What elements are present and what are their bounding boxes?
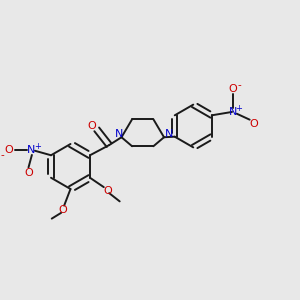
Text: -: - xyxy=(238,80,242,90)
Text: O: O xyxy=(24,168,33,178)
Text: +: + xyxy=(34,142,41,151)
Text: O: O xyxy=(103,186,112,196)
Text: O: O xyxy=(87,121,96,131)
Text: O: O xyxy=(58,206,67,215)
Text: O: O xyxy=(229,84,238,94)
Text: N: N xyxy=(115,129,123,139)
Text: N: N xyxy=(228,107,237,117)
Text: N: N xyxy=(165,129,173,139)
Text: -: - xyxy=(1,150,4,160)
Text: +: + xyxy=(235,104,242,113)
Text: O: O xyxy=(250,119,259,129)
Text: N: N xyxy=(27,145,35,155)
Text: O: O xyxy=(4,145,13,155)
